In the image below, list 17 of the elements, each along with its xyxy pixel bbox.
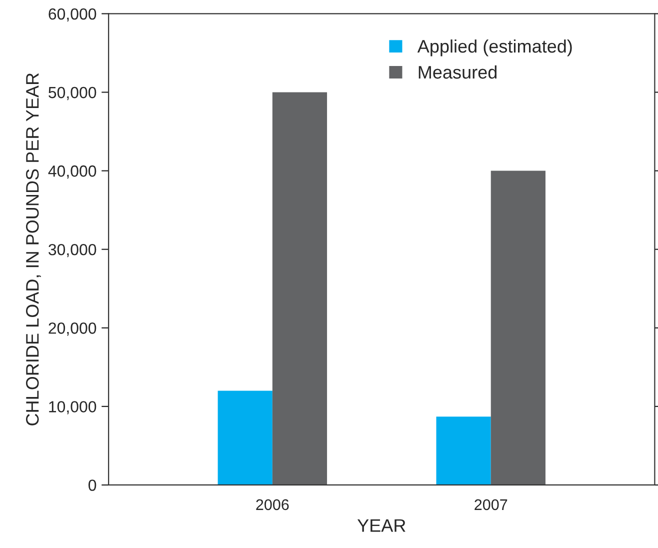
x-tick-label: 2006: [256, 499, 289, 510]
bar: [436, 416, 491, 485]
y-tick-label: 10,000: [49, 401, 96, 414]
bar: [218, 390, 272, 485]
x-axis-title: YEAR: [357, 519, 406, 532]
bar: [490, 170, 546, 485]
x-tick-label: 2007: [474, 499, 508, 510]
y-tick-label: 60,000: [48, 8, 96, 22]
legend-label: Measured: [418, 65, 497, 79]
y-tick-label: 0: [88, 480, 96, 491]
y-tick-label: 20,000: [48, 322, 96, 336]
bar: [272, 92, 328, 485]
legend-label: Applied (estimated): [417, 39, 572, 56]
y-tick-label: 40,000: [48, 165, 96, 179]
y-tick-label: 30,000: [48, 244, 96, 258]
y-axis-title: CHLORIDE LOAD, IN POUNDS PER YEAR: [26, 73, 41, 426]
y-tick-label: 50,000: [48, 86, 96, 100]
